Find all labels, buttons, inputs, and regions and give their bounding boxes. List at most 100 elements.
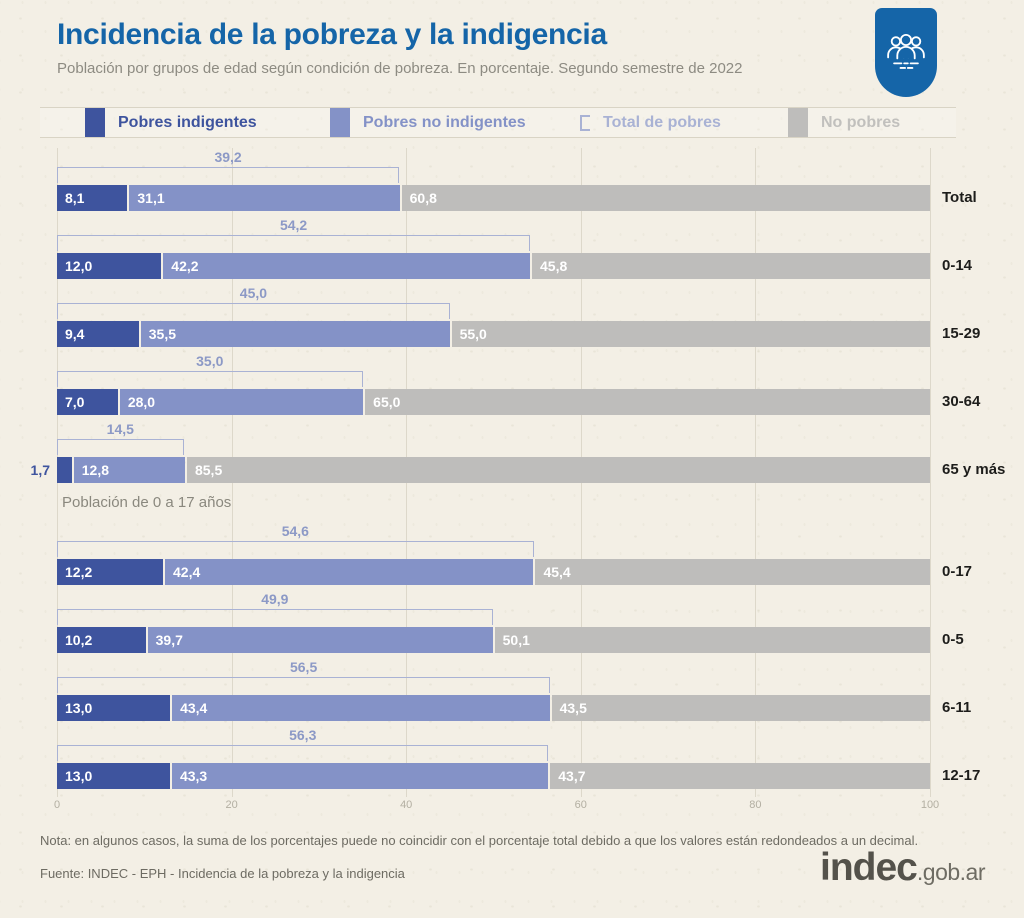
segment-value: 12,8 [81, 462, 110, 478]
stacked-bar: 12,0 42,2 45,8 [57, 253, 931, 279]
no-pobres-segment: 60,8 [401, 185, 930, 211]
bar-group-0-14: 54,2 12,0 42,2 45,8 0-14 [57, 216, 972, 284]
segment-value: 42,4 [173, 564, 201, 580]
total-pobres-bracket [57, 677, 551, 693]
x-tick-40: 40 [400, 799, 413, 811]
age-group-label: 12-17 [942, 767, 981, 784]
bar-group-total: 39,2 8,1 31,1 60,8 Total [57, 148, 977, 216]
segment-value: 42,2 [171, 258, 199, 274]
total-pobres-value: 54,2 [279, 217, 308, 233]
stacked-bar: 13,0 43,3 43,7 [57, 763, 931, 789]
age-group-label: 0-5 [942, 631, 964, 648]
footnote: Nota: en algunos casos, la suma de los p… [40, 833, 919, 848]
total-pobres-bracket [57, 745, 549, 761]
stacked-bar: 8,1 31,1 60,8 [57, 185, 930, 211]
color-swatch-icon [85, 108, 105, 137]
segment-value: 45,8 [540, 258, 568, 274]
brand-suffix: .gob.ar [916, 859, 986, 885]
bar-group-15-29: 45,0 9,4 35,5 55,0 15-29 [57, 284, 980, 352]
segment-value: 12,0 [65, 258, 93, 274]
no-pobres-segment: 55,0 [451, 321, 930, 347]
pobres-no-indigentes-segment: 39,7 [147, 627, 493, 653]
pobres-indigentes-segment: 10,2 [57, 627, 146, 653]
pobres-no-indigentes-segment: 43,3 [171, 763, 549, 789]
section-label: Población de 0 a 17 años [62, 494, 232, 511]
bar-group-6-11: 56,5 13,0 43,4 43,5 6-11 [57, 658, 971, 726]
pobres-no-indigentes-segment: 35,5 [140, 321, 450, 347]
bar-group-0-17: 54,6 12,2 42,4 45,4 0-17 [57, 522, 972, 590]
x-tick-60: 60 [574, 799, 587, 811]
bar-group-12-17: 56,3 13,0 43,3 43,7 12-17 [57, 726, 980, 794]
segment-value: 28,0 [127, 394, 156, 410]
total-pobres-bracket [57, 167, 400, 183]
legend-label: Total de pobres [603, 113, 721, 131]
gridline-100 [930, 148, 931, 797]
segment-value: 60,8 [409, 190, 437, 206]
source-text: Fuente: INDEC - EPH - Incidencia de la p… [40, 866, 405, 881]
no-pobres-segment: 45,8 [532, 253, 931, 279]
pobres-indigentes-segment [57, 457, 72, 483]
age-group-label: 0-14 [942, 257, 973, 274]
x-tick-0: 0 [53, 799, 61, 811]
segment-value: 13,0 [65, 768, 93, 784]
age-group-label: 0-17 [942, 563, 973, 580]
stacked-bar-chart: 39,2 8,1 31,1 60,8 Total 54,2 12,0 42,2 45,8 0-14… [31, 148, 1005, 797]
legend-label: Pobres no indigentes [363, 113, 526, 131]
x-axis: 0 20 40 60 80 100 [53, 799, 939, 815]
stacked-bar: 12,8 85,5 [57, 457, 930, 483]
pobres-no-indigentes-segment: 42,2 [163, 253, 530, 279]
pobres-no-indigentes-segment: 31,1 [129, 185, 400, 211]
segment-value: 39,7 [155, 632, 183, 648]
pobres-no-indigentes-segment: 12,8 [73, 457, 185, 483]
segment-value: 9,4 [65, 326, 85, 342]
total-pobres-value: 49,9 [261, 591, 289, 607]
x-tick-20: 20 [225, 799, 238, 811]
pobres-no-indigentes-segment: 42,4 [165, 559, 534, 585]
segment-value: 35,5 [148, 326, 176, 342]
segment-value: 43,4 [180, 700, 208, 716]
total-pobres-bracket [57, 303, 450, 319]
no-pobres-segment: 43,5 [551, 695, 930, 721]
no-pobres-segment: 50,1 [494, 627, 930, 653]
total-pobres-value: 56,3 [289, 727, 317, 743]
segment-value: 31,1 [137, 190, 165, 206]
pobres-no-indigentes-segment: 28,0 [119, 389, 364, 415]
stacked-bar: 7,0 28,0 65,0 [57, 389, 930, 415]
legend-item-total-de-pobres: Total de pobres [580, 108, 721, 137]
pobres-no-indigentes-segment: 43,4 [172, 695, 550, 721]
bar-group-30-64: 35,0 7,0 28,0 65,0 30-64 [57, 352, 980, 420]
no-pobres-segment: 65,0 [365, 389, 930, 415]
total-pobres-value: 54,6 [281, 523, 309, 539]
segment-value: 13,0 [65, 700, 93, 716]
x-tick-80: 80 [749, 799, 762, 811]
total-pobres-bracket [57, 541, 534, 557]
segment-value: 55,0 [459, 326, 487, 342]
total-pobres-value: 35,0 [196, 353, 224, 369]
segment-value: 43,3 [179, 768, 208, 784]
stacked-bar: 10,2 39,7 50,1 [57, 627, 930, 653]
segment-value: 50,1 [502, 632, 530, 648]
brand-name: indec [820, 846, 918, 889]
segment-value: 65,0 [373, 394, 401, 410]
total-pobres-bracket [57, 609, 493, 625]
pobres-indigentes-segment: 12,0 [57, 253, 162, 279]
color-swatch-icon [788, 108, 808, 137]
total-pobres-value: 14,5 [106, 421, 134, 437]
legend-label: No pobres [821, 113, 901, 131]
pobres-indigentes-segment: 8,1 [57, 185, 128, 211]
no-pobres-segment: 43,7 [550, 763, 931, 789]
age-group-label: Total [942, 189, 977, 206]
age-group-label: 6-11 [942, 699, 972, 716]
stacked-bar: 12,2 42,4 45,4 [57, 559, 930, 585]
age-group-label: 30-64 [942, 393, 981, 410]
legend-label: Pobres indigentes [118, 113, 257, 131]
total-pobres-value: 45,0 [239, 285, 268, 301]
pobres-indigentes-segment: 13,0 [57, 763, 170, 789]
segment-value: 45,4 [543, 564, 571, 580]
total-pobres-bracket [57, 371, 363, 387]
page-title: Incidencia de la pobreza y la indigencia [57, 18, 607, 51]
pobres-indigentes-segment: 9,4 [57, 321, 139, 347]
age-group-label: 15-29 [942, 325, 981, 342]
page-subtitle: Población por grupos de edad según condi… [57, 60, 743, 77]
bar-group-65-y-más: 14,5 12,8 85,5 1,7 65 y más [31, 420, 1005, 488]
